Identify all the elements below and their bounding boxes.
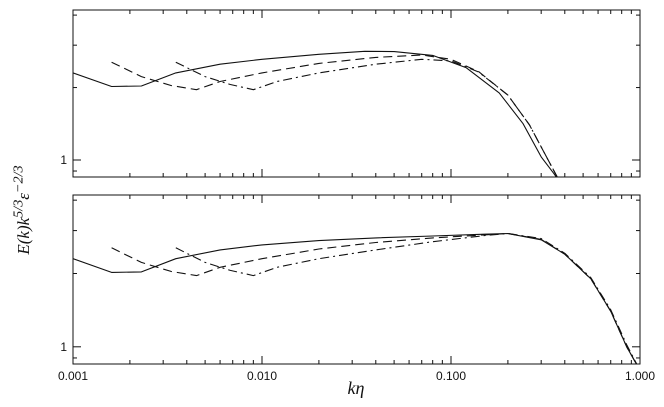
bottom-y-tick-label: 1 [60, 340, 67, 354]
x-tick-label: 0.010 [247, 369, 277, 383]
top-plot-frame [72, 9, 641, 178]
x-axis-label: kη [347, 378, 365, 398]
top-panel: 1 [60, 9, 641, 178]
top-series-solid [73, 50, 557, 177]
bottom-panel: 1 [60, 194, 641, 365]
bottom-plot-frame [72, 194, 641, 365]
top-y-tick-label: 1 [60, 153, 67, 167]
y-axis-label: E(k)k5/3ε−2/3 [10, 165, 34, 254]
x-tick-labels: 0.001 0.010 0.100 1.000 [58, 369, 655, 383]
x-tick-label: 0.100 [436, 369, 466, 383]
bottom-series-dashed [111, 232, 638, 364]
top-series-dashed [111, 54, 558, 177]
bottom-series-solid [73, 232, 638, 364]
x-tick-label: 1.000 [625, 369, 655, 383]
y-axis-label-container: E(k)k5/3ε−2/3 [2, 120, 42, 300]
y-axis-label-text: E(k)k5/3ε−2/3 [10, 165, 33, 255]
bottom-series-dash-dot [175, 232, 638, 364]
x-tick-label: 0.001 [58, 369, 88, 383]
top-series-dash-dot [175, 58, 558, 177]
